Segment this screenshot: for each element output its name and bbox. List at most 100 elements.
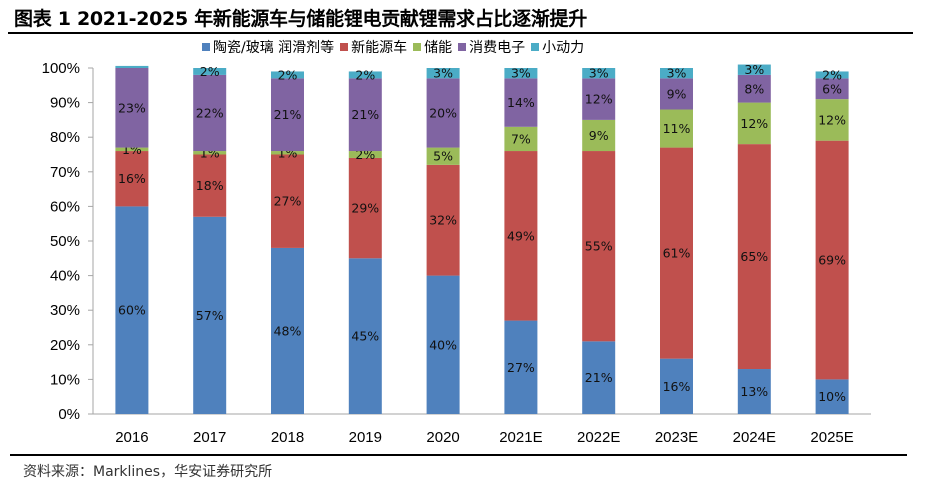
bar-segment (504, 151, 538, 321)
data-label: 27% (507, 360, 535, 375)
bar-segment (426, 68, 460, 79)
bar-segment (271, 154, 304, 248)
data-label: 3% (589, 66, 609, 81)
legend-swatch-icon (340, 43, 349, 51)
legend-item: 消费电子 (458, 37, 525, 57)
bar-segment (115, 68, 149, 148)
data-label: 23% (118, 100, 146, 115)
data-label: 12% (818, 112, 846, 127)
bar-segment (504, 68, 538, 79)
bar-segment (504, 126, 538, 152)
data-label: 40% (429, 337, 457, 352)
data-label: 7% (511, 131, 531, 146)
bar-segment (815, 78, 849, 100)
legend-label: 小动力 (542, 40, 585, 56)
title-divider (8, 32, 913, 34)
y-tick-label: 20% (50, 337, 80, 354)
y-tick-label: 50% (50, 233, 80, 250)
bar-segment (504, 78, 538, 127)
data-label: 48% (274, 323, 302, 338)
x-tick-label: 2019 (349, 429, 382, 446)
bar-segment (582, 78, 616, 120)
data-label: 61% (663, 246, 691, 261)
legend-label: 陶瓷/玻璃 润滑剂等 (213, 40, 335, 56)
bar-segment (582, 151, 616, 342)
bar-segment (426, 147, 460, 165)
bar-segment (737, 102, 771, 145)
bar-segment (737, 74, 771, 103)
bar-segment (193, 68, 227, 75)
bar-segment (504, 320, 538, 414)
legend-label: 新能源车 (351, 40, 408, 56)
bar-segment (737, 144, 771, 370)
bar-segment (582, 119, 616, 152)
data-label: 57% (196, 308, 224, 323)
data-label: 2% (355, 67, 375, 82)
data-label: 9% (667, 86, 687, 101)
bar-segment (737, 64, 771, 75)
x-tick-label: 2024E (733, 429, 776, 446)
data-label: 60% (118, 303, 146, 318)
data-label: 11% (663, 121, 691, 136)
bar-segment (426, 164, 460, 276)
bar-segment (348, 258, 382, 414)
data-label: 3% (667, 66, 687, 81)
legend-item: 小动力 (531, 37, 584, 57)
y-tick-label: 10% (50, 371, 80, 388)
data-label: 14% (507, 95, 535, 110)
data-label: 13% (740, 384, 768, 399)
bar-segment (815, 140, 849, 380)
x-tick-label: 2023E (655, 429, 698, 446)
bar-segment (660, 78, 693, 110)
bar-segment (737, 369, 771, 414)
legend-item: 新能源车 (340, 37, 407, 57)
bar-segment (582, 341, 616, 414)
data-label: 12% (740, 116, 768, 131)
data-label: 65% (740, 249, 768, 264)
legend-label: 消费电子 (469, 40, 526, 56)
data-label: 55% (585, 239, 613, 254)
legend-swatch-icon (413, 43, 422, 51)
data-label: 20% (429, 105, 457, 120)
bar-segment (193, 154, 227, 217)
x-tick-label: 2021E (499, 429, 542, 446)
data-label: 3% (433, 66, 453, 81)
data-label: 69% (818, 253, 846, 268)
data-label: 6% (822, 81, 842, 96)
x-tick-label: 2022E (577, 429, 620, 446)
y-tick-label: 80% (50, 129, 80, 146)
y-tick-label: 0% (58, 406, 80, 423)
x-tick-label: 2020 (426, 429, 459, 446)
y-tick-label: 90% (50, 95, 80, 112)
bar-segment (348, 151, 382, 158)
bar-segment (348, 71, 382, 79)
legend-swatch-icon (531, 43, 540, 51)
bar-segment (193, 216, 227, 414)
legend-item: 陶瓷/玻璃 润滑剂等 (202, 37, 334, 57)
data-label: 22% (196, 105, 224, 120)
legend-swatch-icon (202, 43, 210, 51)
y-tick-label: 60% (50, 198, 80, 215)
data-label: 16% (118, 171, 146, 186)
data-label: 8% (744, 81, 764, 96)
bar-segment (426, 78, 460, 148)
legend-swatch-icon (458, 43, 467, 51)
data-label: 3% (511, 66, 531, 81)
data-label: 5% (433, 149, 453, 164)
source-note: 资料来源：Marklines，华安证券研究所 (23, 464, 273, 480)
data-label: 21% (274, 107, 302, 122)
data-label: 21% (351, 107, 379, 122)
bar-segment (193, 151, 227, 155)
data-label: 16% (663, 379, 691, 394)
bar-segment (271, 151, 304, 155)
x-tick-label: 2018 (271, 429, 304, 446)
data-label: 32% (429, 213, 457, 228)
bar-segment (660, 109, 693, 148)
bar-segment (271, 247, 304, 414)
data-label: 18% (196, 178, 224, 193)
legend-label: 储能 (424, 40, 453, 56)
x-tick-label: 2017 (193, 429, 226, 446)
data-label: 2% (822, 67, 842, 82)
y-tick-label: 30% (50, 302, 80, 319)
